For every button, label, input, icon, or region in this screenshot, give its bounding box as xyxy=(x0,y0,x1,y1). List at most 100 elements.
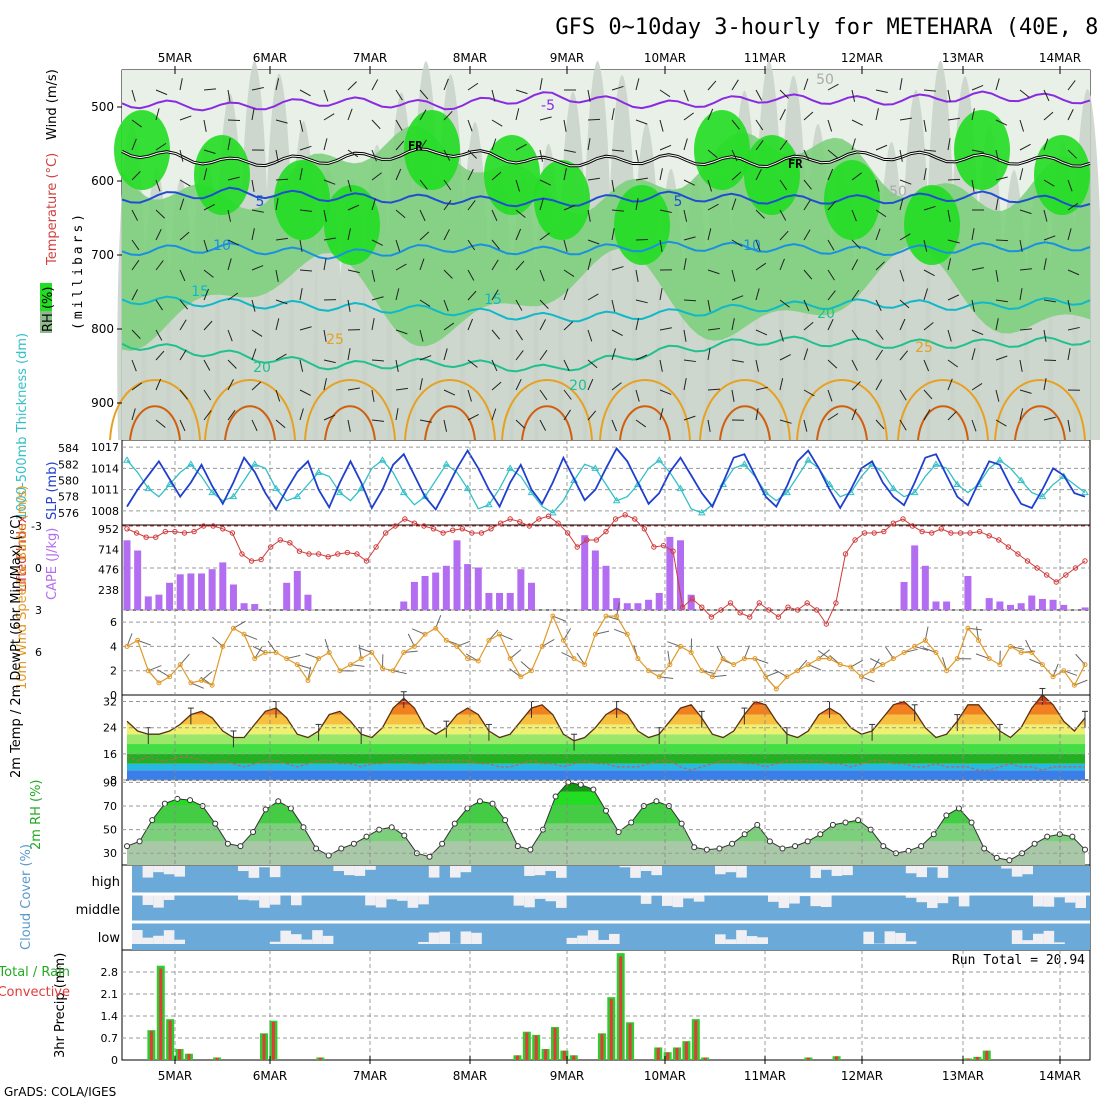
wind-barb xyxy=(971,149,984,153)
temperature-band xyxy=(127,724,1085,735)
wind-barb xyxy=(611,348,616,361)
temp-tick-label: 24 xyxy=(103,722,117,735)
cloud-high-gap xyxy=(916,866,927,878)
isotherm-line xyxy=(121,90,1091,112)
date-label-top: 5MAR xyxy=(158,51,193,65)
thickness-line xyxy=(126,459,1086,514)
cloud-high-gap xyxy=(821,866,832,870)
wind-barb xyxy=(467,389,472,402)
cloud-row-label: middle xyxy=(76,903,120,918)
wind-barb xyxy=(683,179,695,186)
wind-speed-marker xyxy=(145,668,151,674)
convective-bar xyxy=(262,1034,266,1060)
rh-marker xyxy=(817,831,824,838)
wind-barb xyxy=(635,177,648,181)
wind-barb xyxy=(611,179,615,192)
wind-barb xyxy=(131,382,143,391)
wind-speed-marker xyxy=(252,656,258,662)
wind-barb xyxy=(515,299,523,311)
lifted-index-marker xyxy=(747,614,753,620)
wind-barb xyxy=(443,419,448,432)
cloud-row-label: low xyxy=(98,931,121,946)
wind-speed-marker xyxy=(1018,650,1024,655)
wind-speed-marker xyxy=(912,643,918,649)
wind-barb xyxy=(155,209,166,219)
wind-barb xyxy=(971,84,984,91)
wind-barb xyxy=(155,179,161,192)
cape-bar xyxy=(985,598,993,610)
rh-marker xyxy=(300,824,307,831)
wind-barb xyxy=(155,378,162,391)
wind-barb xyxy=(683,89,689,102)
cape-bar xyxy=(400,601,408,610)
isotherm-label: 25 xyxy=(915,340,933,356)
wind-barb xyxy=(923,389,933,400)
wind-barb xyxy=(131,138,137,151)
cloud-mid-gap xyxy=(291,894,302,906)
lifted-index-marker xyxy=(1082,558,1088,564)
cloud-low-gap xyxy=(587,930,599,944)
cape-bar xyxy=(911,545,919,610)
rh-marker xyxy=(464,805,471,812)
wind-barb xyxy=(875,329,884,340)
lifted-index-marker xyxy=(699,604,705,610)
cloud-low-gap xyxy=(153,935,164,944)
wind-barb xyxy=(899,78,903,91)
wind-speed-marker xyxy=(837,662,843,668)
wind-barb xyxy=(203,320,213,331)
wind-barb xyxy=(419,179,428,190)
wind-barb xyxy=(731,171,742,181)
wind-speed-marker xyxy=(337,668,343,674)
rh-marker xyxy=(1044,833,1051,840)
wind-speed-marker xyxy=(752,656,758,662)
wind-barb xyxy=(1067,149,1077,159)
thickness-marker xyxy=(229,492,238,500)
cloud-low-gap xyxy=(428,932,440,944)
wind-barb xyxy=(683,138,688,151)
wind-barb xyxy=(299,359,304,372)
wind-speed-marker xyxy=(688,650,694,655)
cloud-low-gap xyxy=(757,937,768,944)
wind-barb xyxy=(635,318,640,331)
thickness-marker xyxy=(421,492,429,500)
rh-marker xyxy=(716,845,723,852)
wind-barb xyxy=(803,149,810,162)
cape-bar xyxy=(432,572,440,610)
slp-tick-label: 1011 xyxy=(91,484,119,497)
lifted-index-marker xyxy=(1053,579,1059,585)
isotherm-line xyxy=(121,148,1091,168)
thickness-marker xyxy=(165,480,174,488)
thickness-marker xyxy=(740,460,749,467)
rh-band-90 xyxy=(824,160,880,240)
cloud-high-gap xyxy=(333,866,344,872)
cloud-mid-gap xyxy=(248,894,260,901)
convective-bar xyxy=(609,999,613,1060)
wind-speed-marker xyxy=(678,643,684,649)
wind-barb xyxy=(779,179,788,191)
rh-marker xyxy=(603,807,609,814)
cloud-high-gap xyxy=(1001,866,1012,869)
wind-barb xyxy=(467,169,474,181)
wind-barb xyxy=(323,237,336,241)
wind-barb xyxy=(779,109,786,121)
rh-green-areas xyxy=(114,110,1090,351)
lifted-index-marker xyxy=(296,548,303,554)
precip-tick-label: 0.7 xyxy=(101,1032,119,1045)
wind-barb xyxy=(395,119,403,131)
cloud-low-gap xyxy=(577,935,588,944)
wind-speed-marker xyxy=(869,668,875,674)
isotherm-label: 10 xyxy=(213,238,231,254)
rh-marker xyxy=(476,798,483,805)
cloud-low-gap xyxy=(174,939,185,944)
rh-legend-swatch xyxy=(40,283,52,311)
wind-barb xyxy=(587,177,600,181)
cloud-low-gap xyxy=(566,937,578,944)
wind-barb xyxy=(803,348,809,361)
temp2m-label: 2m Temp / 2m DewPt (6hr Min/Max) (°C) xyxy=(9,515,24,778)
wind-speed-marker xyxy=(646,668,652,674)
wind-barb xyxy=(443,299,449,312)
cape-bar xyxy=(1038,598,1046,610)
thickness-tick-label: 582 xyxy=(58,458,79,471)
wind-barb xyxy=(203,269,214,278)
cloud-mid-gap xyxy=(513,894,525,906)
